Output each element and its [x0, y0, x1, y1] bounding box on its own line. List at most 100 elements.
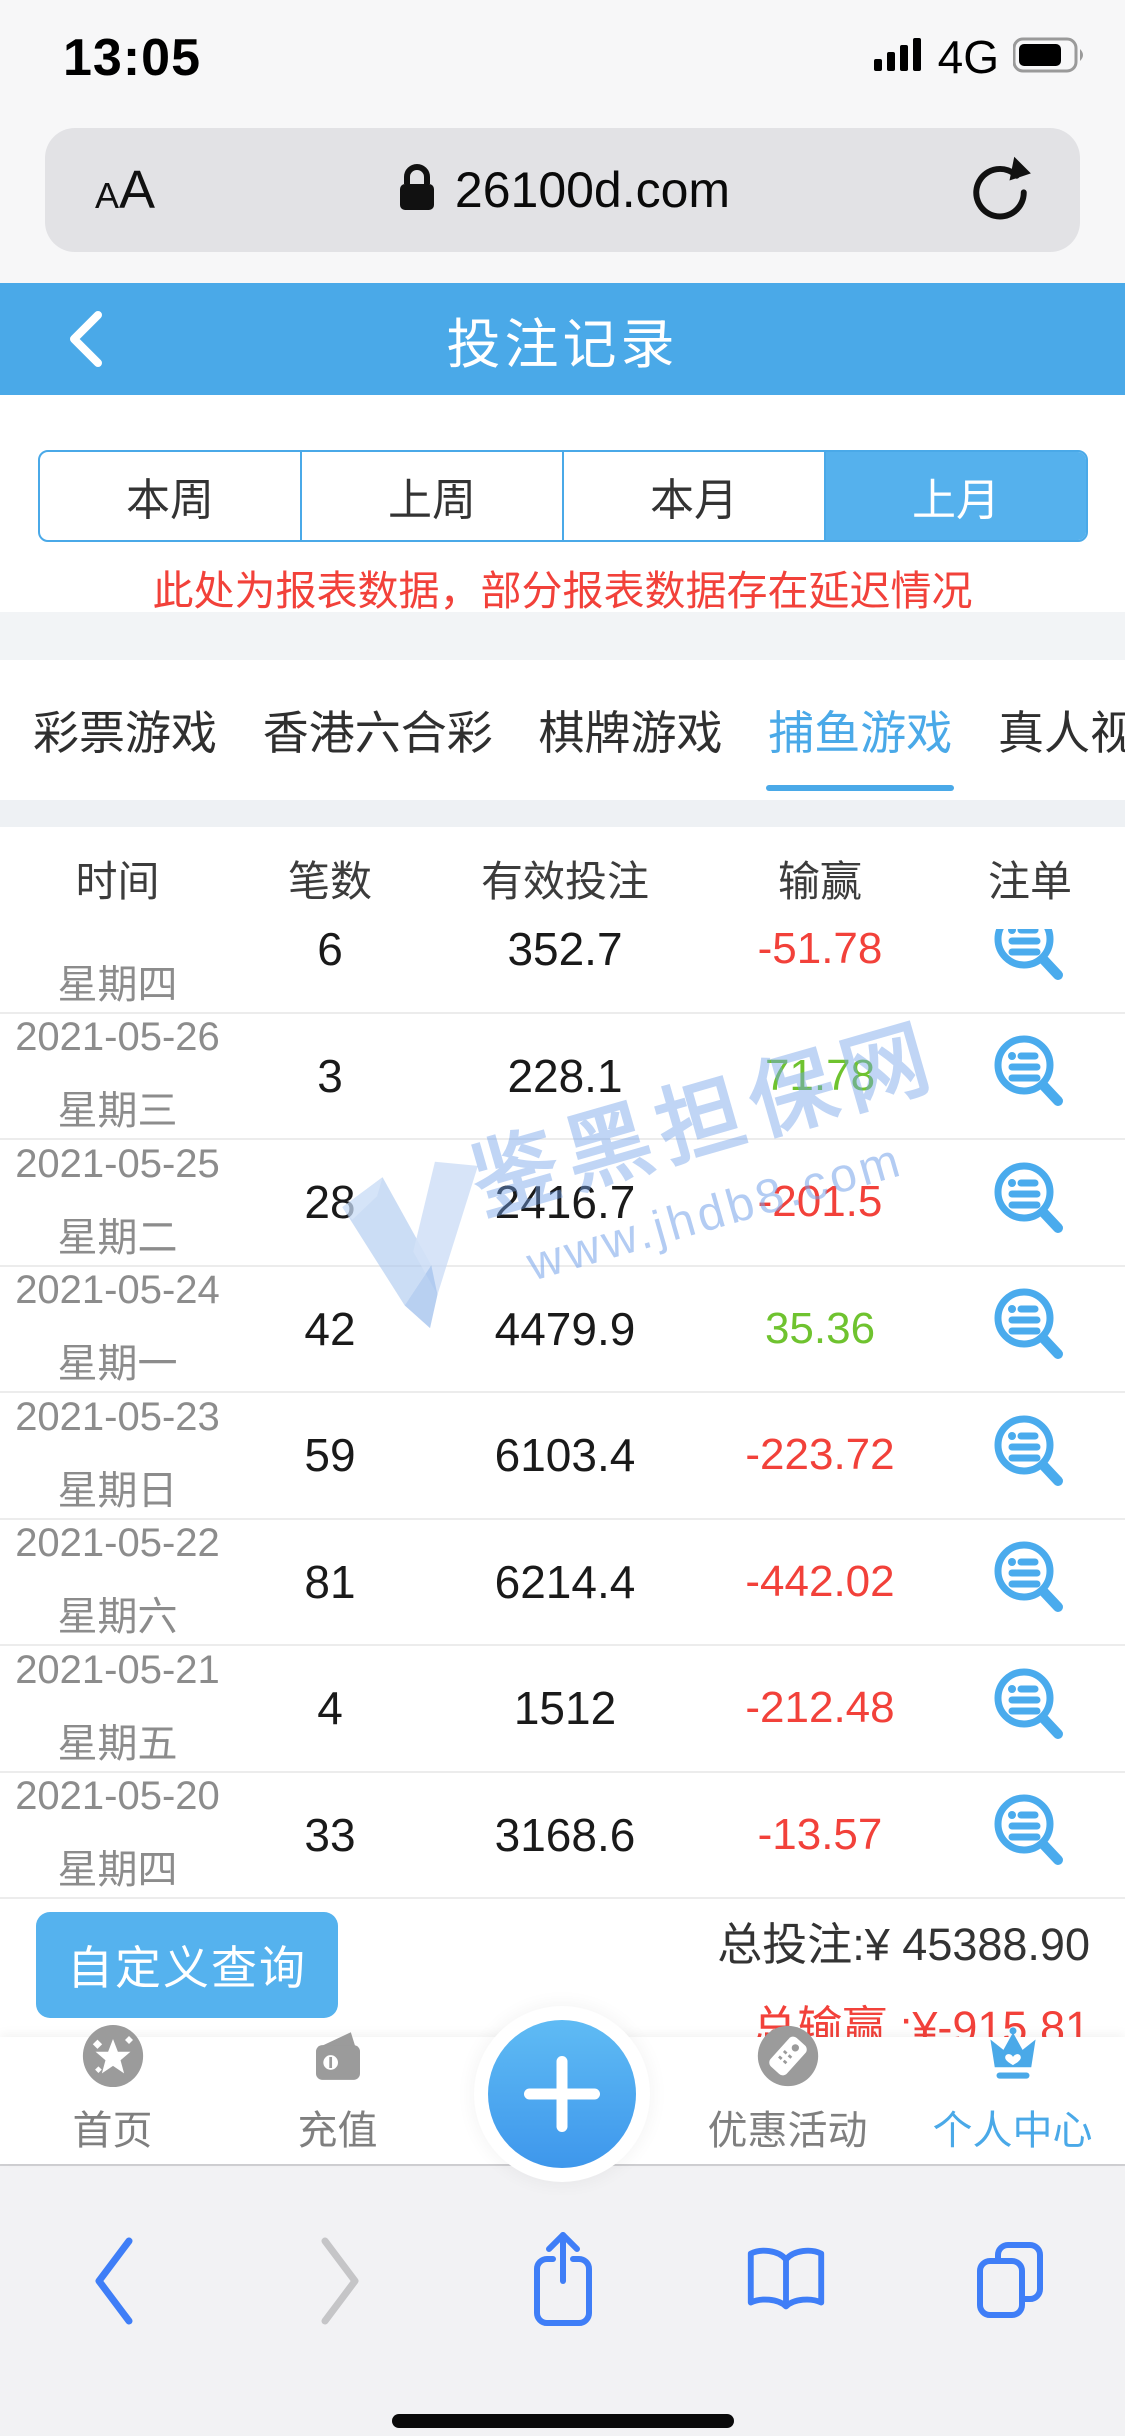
order-detail-icon[interactable]: [989, 1538, 1071, 1620]
tab-last-month[interactable]: 上月: [824, 452, 1086, 540]
row-time: 2021-05-23 星期日: [0, 1395, 235, 1516]
url-text: 26100d.com: [454, 162, 731, 218]
table-row: 2021-05-24 星期一 42 4479.9 35.36: [0, 1267, 1125, 1393]
row-count: 33: [304, 1808, 356, 1861]
col-count: 笔数: [287, 858, 372, 905]
row-win-loss: -13.57: [757, 1809, 883, 1859]
order-detail-icon[interactable]: [989, 1791, 1071, 1873]
tabbar-label: 优惠活动: [707, 2109, 868, 2153]
table-row: 2021-05-23 星期日 59 6103.4 -223.72: [0, 1393, 1125, 1520]
row-weekday: 星期二: [57, 1215, 178, 1260]
page-header: 投注记录: [0, 283, 1125, 395]
row-date: 2021-05-21: [15, 1647, 220, 1692]
bookmarks-icon[interactable]: [741, 2226, 831, 2336]
promo-tag-icon: [752, 2024, 824, 2088]
row-weekday: 星期日: [57, 1468, 178, 1513]
row-win-loss: -51.78: [757, 929, 883, 974]
order-detail-icon[interactable]: [989, 1412, 1071, 1494]
col-time: 时间: [75, 858, 160, 905]
tab-board-games[interactable]: 棋牌游戏: [538, 707, 723, 759]
browser-forward-button[interactable]: [294, 2226, 384, 2336]
table-row: 2021-05-26 星期三 3 228.1 71.78: [0, 1014, 1125, 1140]
row-date: 2021-05-25: [15, 1141, 220, 1186]
home-star-icon: [77, 2024, 149, 2088]
tab-this-week[interactable]: 本周: [126, 476, 214, 525]
order-detail-icon[interactable]: [989, 929, 1071, 988]
row-win-loss: -442.02: [745, 1556, 895, 1606]
row-win-loss: -212.48: [745, 1683, 895, 1733]
row-weekday: 星期四: [57, 962, 178, 1007]
order-detail-icon[interactable]: [989, 1665, 1071, 1747]
row-win-loss: -201.5: [757, 1177, 883, 1227]
tabbar-item-home[interactable]: 首页: [0, 2024, 225, 2164]
col-valid-bet: 有效投注: [480, 858, 649, 905]
tabs-icon[interactable]: [965, 2226, 1055, 2336]
order-detail-icon[interactable]: [989, 1159, 1071, 1241]
table-row: 2021-05-20 星期四 33 3168.6 -13.57: [0, 1773, 1125, 1899]
page-title: 投注记录: [446, 314, 679, 375]
tab-fishing-games[interactable]: 捕鱼游戏: [766, 697, 955, 791]
reader-a-large: A: [119, 160, 156, 220]
row-count: 4: [317, 1682, 343, 1735]
row-valid-bet: 352.7: [507, 929, 623, 976]
row-valid-bet: 4479.9: [494, 1302, 636, 1355]
row-time: 2021-05-22 星期六: [0, 1521, 235, 1642]
tabbar-item-promotions[interactable]: 优惠活动: [675, 2025, 900, 2164]
row-count: 42: [304, 1302, 356, 1355]
row-valid-bet: 6214.4: [494, 1555, 636, 1608]
row-date: 2021-05-23: [15, 1394, 220, 1439]
row-date: 2021-05-27: [15, 929, 220, 934]
address-bar[interactable]: A A 26100d.com: [45, 128, 1080, 252]
status-time: 13:05: [63, 29, 201, 87]
row-date: 2021-05-20: [15, 1774, 220, 1819]
row-date: 2021-05-22: [15, 1521, 220, 1566]
row-valid-bet: 6103.4: [494, 1429, 636, 1482]
back-button[interactable]: [58, 307, 122, 371]
row-count: 28: [304, 1176, 356, 1229]
browser-back-button[interactable]: [70, 2226, 160, 2336]
reload-button[interactable]: [962, 152, 1038, 233]
tab-hk-mark-six[interactable]: 香港六合彩: [262, 707, 493, 759]
row-weekday: 星期三: [57, 1089, 178, 1134]
tab-lottery-games[interactable]: 彩票游戏: [33, 707, 217, 759]
row-time: 2021-05-25 星期二: [0, 1142, 235, 1263]
order-detail-icon[interactable]: [989, 1285, 1071, 1367]
table-row: 2021-05-27 星期四 6 352.7 -51.78: [0, 929, 1125, 1014]
game-category-section: 彩票游戏 香港六合彩 棋牌游戏 捕鱼游戏 真人视讯: [0, 660, 1125, 800]
row-date: 2021-05-26: [15, 1015, 220, 1060]
table-header: 时间 笔数 有效投注 输赢 注单: [0, 827, 1125, 932]
total-bet-value: 总投注:¥ 45388.90: [717, 1919, 1090, 1970]
table-top-strip: [0, 800, 1125, 827]
share-icon[interactable]: [518, 2226, 608, 2336]
tab-last-week[interactable]: 上周: [300, 452, 562, 540]
row-time: 2021-05-20 星期四: [0, 1774, 235, 1895]
tab-this-month[interactable]: 本月: [562, 452, 824, 540]
home-indicator[interactable]: [392, 2414, 734, 2428]
table-row: 2021-05-21 星期五 4 1512 -212.48: [0, 1646, 1125, 1773]
row-valid-bet: 2416.7: [494, 1176, 636, 1229]
order-detail-icon[interactable]: [989, 1032, 1071, 1114]
signal-bars-icon: [873, 37, 924, 78]
row-count: 81: [304, 1555, 356, 1608]
period-filter-section: 本周 上周 本月 上月 此处为报表数据，部分报表数据存在延迟情况: [0, 395, 1125, 614]
table-row: 2021-05-22 星期六 81 6214.4 -442.02: [0, 1520, 1125, 1646]
browser-chrome-top: 13:05 4G: [0, 0, 1125, 283]
row-valid-bet: 228.1: [507, 1049, 623, 1102]
network-type-label: 4G: [937, 31, 999, 83]
row-count: 59: [304, 1429, 356, 1482]
table-body: 2021-05-27 星期四 6 352.7 -51.78 2021-05-26…: [0, 929, 1125, 1902]
report-delay-notice: 此处为报表数据，部分报表数据存在延迟情况: [152, 568, 973, 614]
battery-icon: [1012, 36, 1089, 79]
tab-live-casino[interactable]: 真人视讯: [998, 707, 1125, 759]
row-valid-bet: 3168.6: [494, 1808, 636, 1861]
row-win-loss: -223.72: [745, 1430, 895, 1480]
tabbar-item-deposit[interactable]: 充值: [225, 2032, 450, 2164]
tabbar-label: 充值: [297, 2109, 378, 2153]
custom-query-button[interactable]: 自定义查询: [36, 1912, 338, 2018]
reader-mode-button[interactable]: A A: [95, 159, 155, 221]
row-count: 6: [317, 929, 343, 976]
reader-a-small: A: [95, 175, 120, 216]
tabbar-item-profile[interactable]: 个人中心: [900, 2027, 1125, 2164]
add-bet-button[interactable]: [488, 2020, 636, 2168]
